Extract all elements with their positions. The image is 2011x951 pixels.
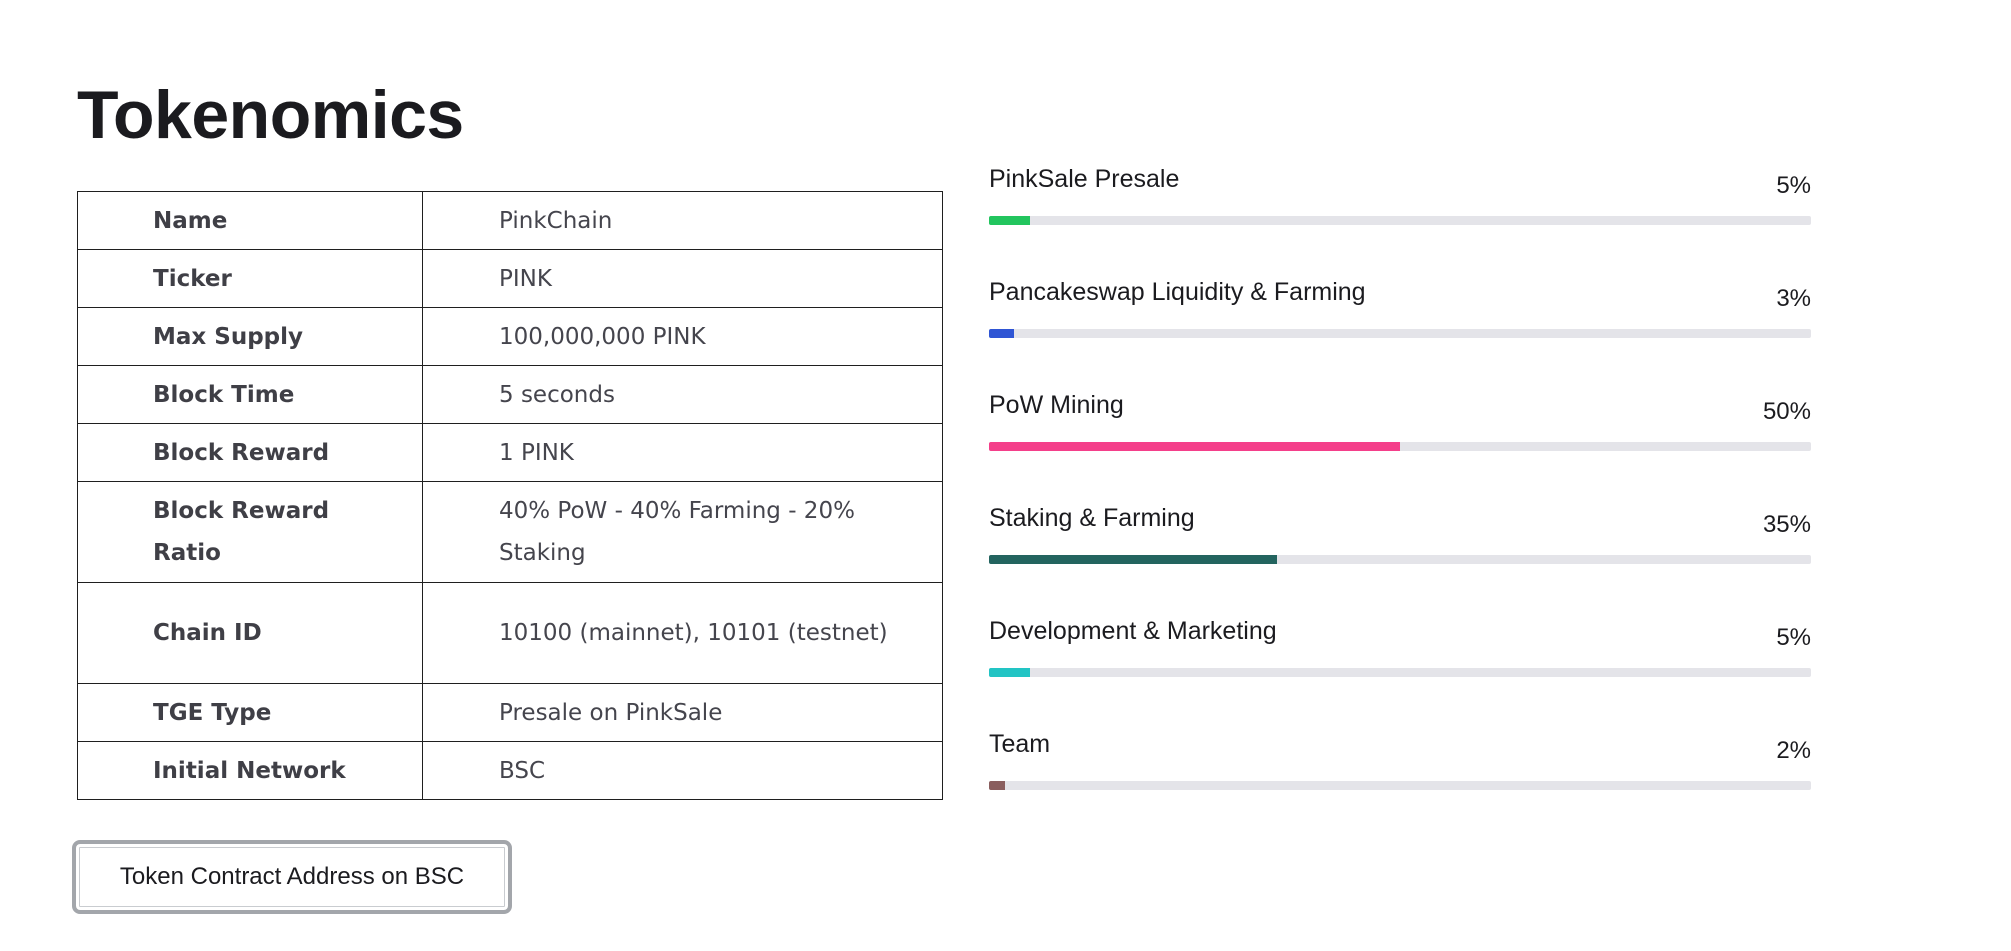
tokenomics-table: Name PinkChain Ticker PINK Max Supply 10… (77, 191, 943, 800)
table-row: Ticker PINK (77, 249, 943, 308)
spec-key-name: Name (77, 191, 423, 250)
spec-value-name: PinkChain (422, 191, 943, 250)
allocation-label: Development & Marketing (989, 617, 1277, 645)
spec-key-block-reward: Block Reward (77, 423, 423, 482)
progress-track (989, 555, 1811, 564)
allocation-label: Staking & Farming (989, 504, 1195, 532)
spec-key-max-supply: Max Supply (77, 307, 423, 366)
spec-value-tge-type: Presale on PinkSale (422, 683, 943, 742)
allocation-percent: 50% (1762, 398, 1811, 425)
table-row: Block Reward 1 PINK (77, 423, 943, 482)
spec-key-tge-type: TGE Type (77, 683, 423, 742)
spec-value-block-time: 5 seconds (422, 365, 943, 424)
table-row: TGE Type Presale on PinkSale (77, 683, 943, 742)
spec-key-ticker: Ticker (77, 249, 423, 308)
spec-value-block-reward: 1 PINK (422, 423, 943, 482)
allocation-percent: 5% (1776, 624, 1811, 651)
allocation-list: PinkSale Presale 5% Pancakeswap Liquidit… (989, 160, 1811, 838)
progress-fill (989, 668, 1031, 677)
allocation-item-pow-mining: PoW Mining 50% (989, 386, 1811, 499)
spec-value-max-supply: 100,000,000 PINK (422, 307, 943, 366)
table-row: Initial Network BSC (77, 741, 943, 800)
progress-track (989, 442, 1811, 451)
progress-track (989, 668, 1811, 677)
spec-value-ticker: PINK (422, 249, 943, 308)
allocation-item-staking-farming: Staking & Farming 35% (989, 499, 1811, 612)
allocation-item-development-marketing: Development & Marketing 5% (989, 612, 1811, 725)
page-title: Tokenomics (77, 77, 464, 153)
allocation-label: Team (989, 730, 1051, 758)
allocation-percent: 35% (1762, 511, 1811, 538)
table-row: Max Supply 100,000,000 PINK (77, 307, 943, 366)
allocation-item-pancakeswap: Pancakeswap Liquidity & Farming 3% (989, 273, 1811, 386)
allocation-percent: 3% (1776, 285, 1811, 312)
spec-value-initial-network: BSC (422, 741, 943, 800)
spec-key-chain-id: Chain ID (77, 582, 423, 684)
spec-key-initial-network: Initial Network (77, 741, 423, 800)
table-row: Name PinkChain (77, 191, 943, 250)
allocation-label: PoW Mining (989, 391, 1124, 419)
allocation-item-pinksale-presale: PinkSale Presale 5% (989, 160, 1811, 273)
spec-key-block-reward-ratio: Block Reward Ratio (77, 481, 423, 583)
allocation-label: Pancakeswap Liquidity & Farming (989, 278, 1366, 306)
progress-track (989, 781, 1811, 790)
progress-fill (989, 555, 1277, 564)
allocation-percent: 2% (1776, 737, 1811, 764)
table-row: Block Time 5 seconds (77, 365, 943, 424)
progress-track (989, 216, 1811, 225)
progress-fill (989, 216, 1031, 225)
progress-fill (989, 329, 1014, 338)
spec-value-block-reward-ratio: 40% PoW - 40% Farming - 20% Staking (422, 481, 943, 583)
spec-value-chain-id: 10100 (mainnet), 10101 (testnet) (422, 582, 943, 684)
table-row: Chain ID 10100 (mainnet), 10101 (testnet… (77, 582, 943, 684)
allocation-percent: 5% (1776, 172, 1811, 199)
progress-track (989, 329, 1811, 338)
table-row: Block Reward Ratio 40% PoW - 40% Farming… (77, 481, 943, 583)
allocation-label: PinkSale Presale (989, 165, 1180, 193)
progress-fill (989, 442, 1400, 451)
allocation-item-team: Team 2% (989, 725, 1811, 838)
spec-key-block-time: Block Time (77, 365, 423, 424)
token-contract-address-button[interactable]: Token Contract Address on BSC (72, 840, 512, 914)
progress-fill (989, 781, 1006, 790)
